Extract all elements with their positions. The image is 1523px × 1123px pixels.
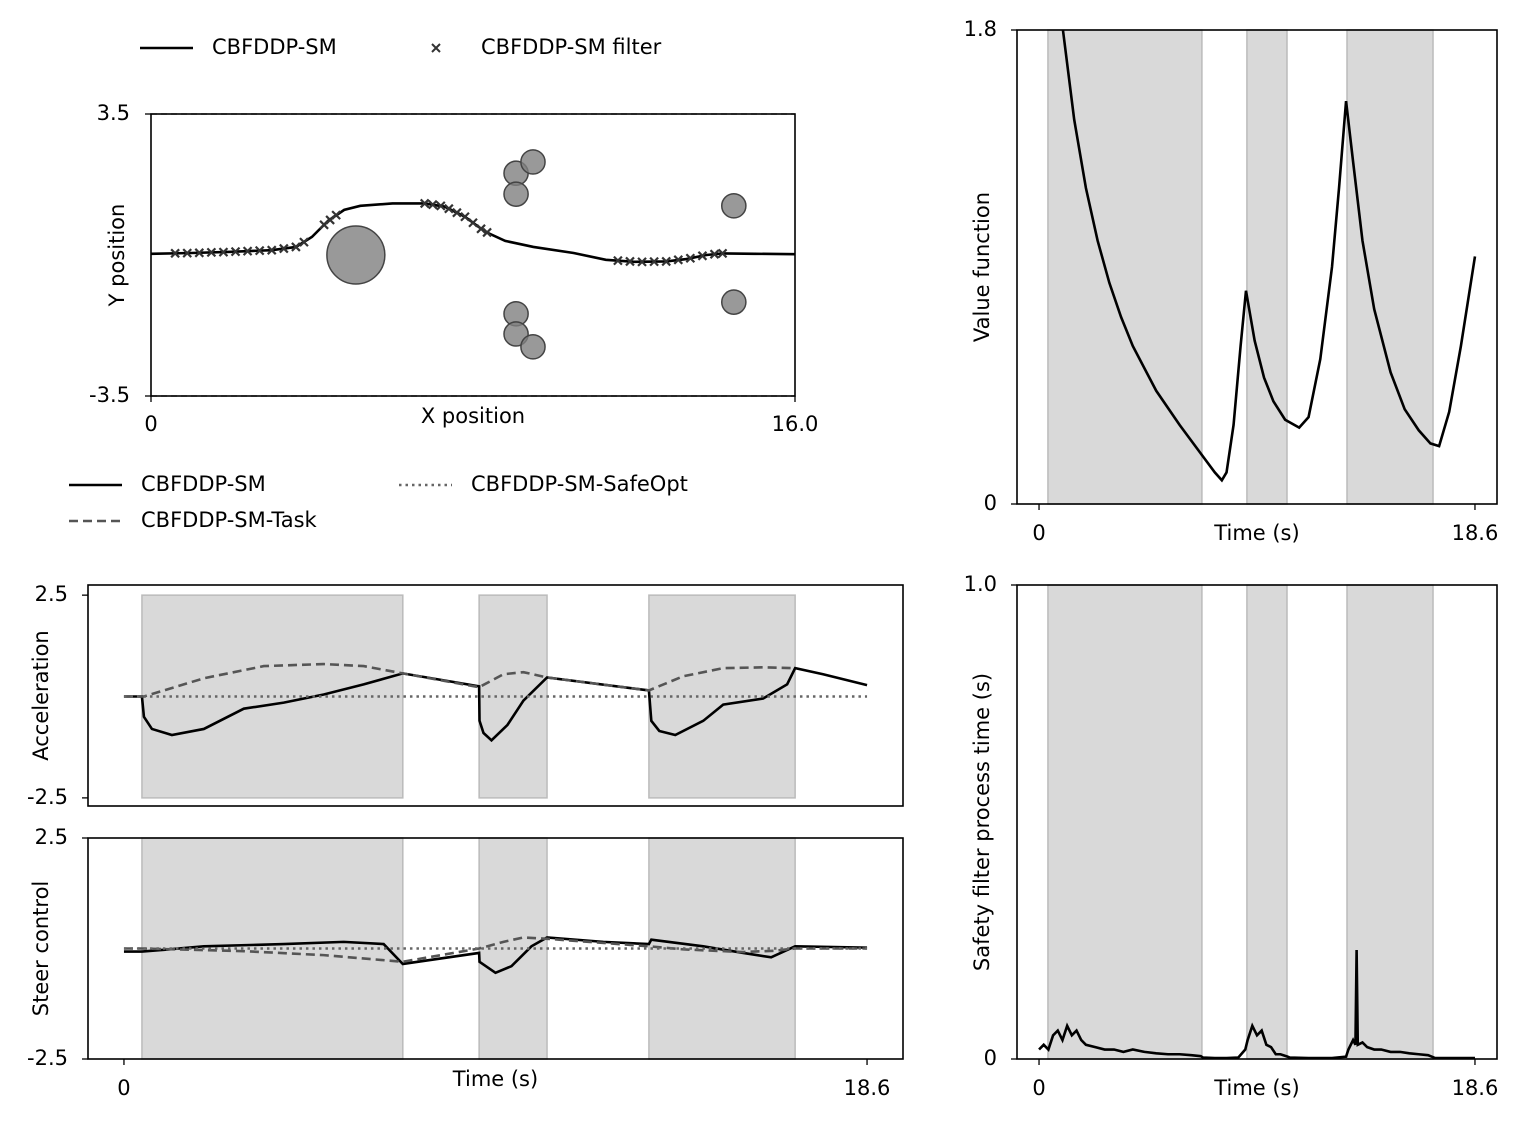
filter-marker bbox=[291, 242, 301, 252]
filter-marker bbox=[452, 207, 462, 218]
y-tick-label: -2.5 bbox=[27, 1046, 68, 1070]
legend-label: CBFDDP-SM filter bbox=[481, 35, 662, 59]
y-axis-label: Y position bbox=[105, 204, 129, 308]
filter-marker bbox=[637, 257, 647, 267]
filter-marker bbox=[482, 227, 492, 238]
filter-marker bbox=[717, 248, 728, 259]
axes-frame bbox=[87, 584, 904, 807]
obstacle bbox=[720, 193, 747, 219]
axes-frame bbox=[1016, 584, 1498, 1060]
y-axis-label: Steer control bbox=[29, 881, 53, 1017]
axes-frame bbox=[150, 113, 796, 397]
series-line bbox=[123, 936, 868, 964]
series-line bbox=[1038, 949, 1475, 1060]
x-tick-label: 18.6 bbox=[1452, 1076, 1499, 1100]
x-tick-label: 0 bbox=[1032, 1076, 1045, 1100]
filter-marker bbox=[299, 237, 309, 247]
x-axis-label: Time (s) bbox=[1213, 1076, 1299, 1100]
y-axis-label: Value function bbox=[970, 192, 994, 342]
x-tick-label: 0 bbox=[1032, 521, 1045, 545]
filter-marker bbox=[230, 246, 241, 257]
y-axis-label: Safety filter process time (s) bbox=[970, 673, 994, 971]
y-tick-label: -2.5 bbox=[27, 785, 68, 809]
y-tick-label: -3.5 bbox=[89, 383, 130, 407]
x-tick-label: 0 bbox=[117, 1076, 130, 1100]
filter-marker bbox=[242, 246, 253, 256]
filter-marker bbox=[419, 198, 430, 209]
y-tick-label: 1.8 bbox=[964, 17, 997, 41]
legend-label: CBFDDP-SM-SafeOpt bbox=[471, 472, 688, 496]
x-tick-label: 18.6 bbox=[844, 1076, 891, 1100]
y-tick-label: 2.5 bbox=[35, 582, 68, 606]
legend-label: CBFDDP-SM-Task bbox=[141, 508, 318, 532]
legend-label: CBFDDP-SM bbox=[141, 472, 266, 496]
obstacle bbox=[720, 289, 747, 315]
x-tick-label: 0 bbox=[144, 412, 157, 436]
filter-marker bbox=[673, 255, 684, 265]
safety-active-region bbox=[141, 594, 404, 799]
x-axis-label: X position bbox=[421, 404, 525, 428]
safety-active-region bbox=[1047, 584, 1203, 1060]
y-tick-label: 1.0 bbox=[964, 572, 997, 596]
y-tick-label: 2.5 bbox=[35, 825, 68, 849]
y-tick-label: 3.5 bbox=[97, 101, 130, 125]
series-line bbox=[123, 666, 868, 743]
obstacle bbox=[520, 149, 546, 175]
legend-marker bbox=[431, 43, 441, 53]
x-axis-label: Time (s) bbox=[1213, 521, 1299, 545]
series-line bbox=[123, 662, 796, 698]
filter-marker bbox=[182, 248, 193, 258]
obstacle bbox=[503, 321, 529, 347]
filter-marker bbox=[436, 201, 446, 211]
filter-marker bbox=[649, 256, 659, 267]
safety-active-region bbox=[1346, 584, 1434, 1060]
filter-marker bbox=[194, 248, 205, 258]
safety-active-region bbox=[1246, 584, 1288, 1060]
x-tick-label: 16.0 bbox=[772, 412, 819, 436]
filter-marker bbox=[460, 211, 470, 222]
obstacle bbox=[326, 225, 386, 285]
filter-marker bbox=[709, 249, 720, 259]
filter-marker bbox=[444, 203, 454, 214]
filter-marker bbox=[331, 210, 341, 220]
filter-marker bbox=[468, 217, 478, 228]
filter-marker bbox=[218, 247, 229, 257]
filter-marker bbox=[427, 199, 438, 210]
safety-active-region bbox=[1246, 29, 1288, 505]
filter-marker bbox=[661, 256, 671, 267]
filter-marker bbox=[170, 248, 180, 259]
filter-marker bbox=[206, 247, 217, 258]
filter-marker bbox=[266, 245, 277, 255]
filter-marker bbox=[625, 256, 635, 267]
y-tick-label: 0 bbox=[984, 491, 997, 515]
x-tick-label: 18.6 bbox=[1452, 521, 1499, 545]
filter-marker bbox=[697, 251, 708, 261]
axes-frame bbox=[87, 837, 904, 1060]
filter-marker bbox=[476, 224, 486, 234]
y-axis-label: Acceleration bbox=[29, 630, 53, 761]
obstacle bbox=[503, 181, 529, 207]
obstacle bbox=[520, 334, 546, 360]
filter-marker bbox=[685, 253, 696, 264]
y-tick-label: 0 bbox=[984, 1046, 997, 1070]
filter-marker bbox=[279, 243, 289, 254]
series-line bbox=[1061, 29, 1477, 483]
filter-marker bbox=[613, 255, 623, 266]
axes-frame bbox=[1016, 29, 1498, 505]
safety-active-region bbox=[1346, 29, 1434, 505]
x-axis-label: Time (s) bbox=[452, 1067, 538, 1091]
legend-label: CBFDDP-SM bbox=[212, 35, 337, 59]
filter-marker bbox=[254, 245, 265, 256]
